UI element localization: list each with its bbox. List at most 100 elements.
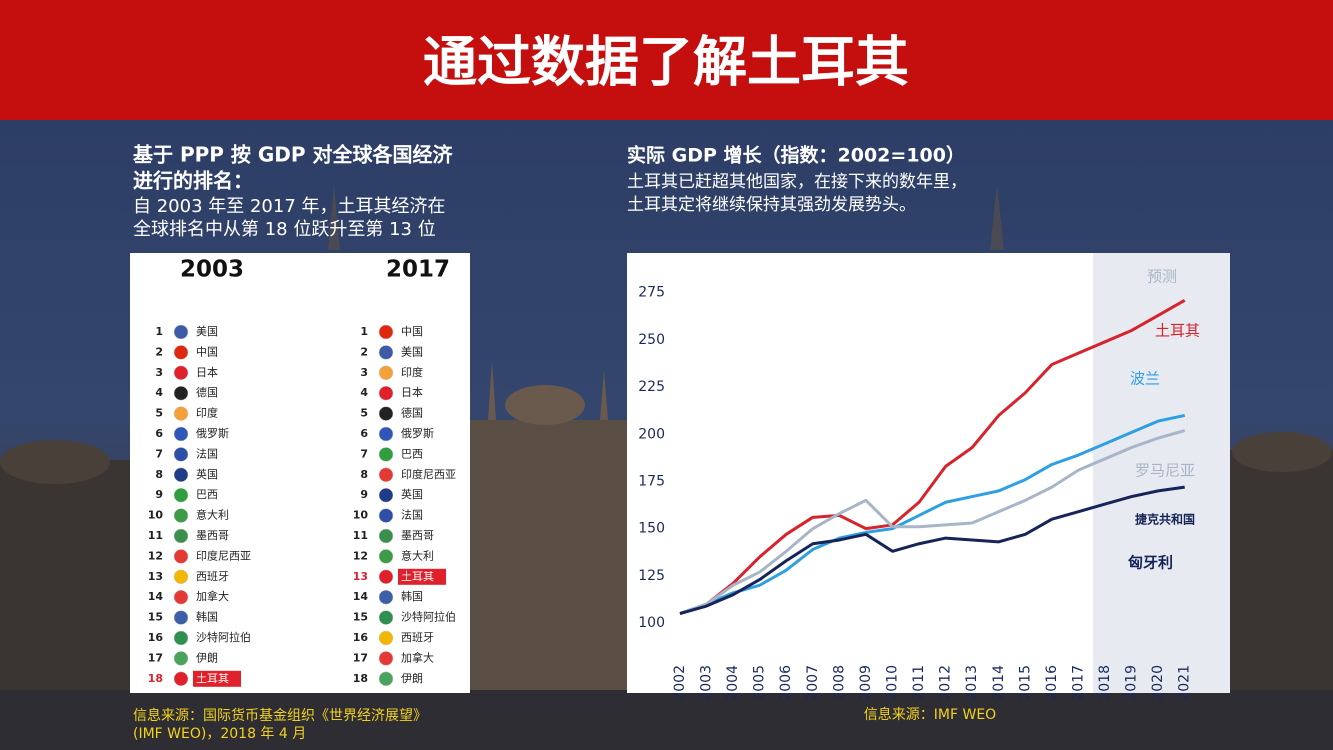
x-tick-label: 2019 [1124,665,1140,701]
country-name: 日本 [401,385,423,399]
rank-number: 6 [360,427,368,440]
y-tick-label: 200 [638,426,665,442]
country-name: 俄罗斯 [401,427,434,440]
chart-title: 实际 GDP 增长（指数：2002=100） [627,144,965,167]
rank-number: 4 [360,386,368,399]
flag [378,406,394,421]
country-name: 德国 [196,385,218,399]
x-tick-label: 2015 [1017,665,1033,701]
rank-number: 3 [360,366,368,379]
rank-number: 3 [155,366,163,379]
flag [378,528,394,544]
rank-number: 17 [148,651,163,664]
x-tick-label: 2016 [1044,665,1060,701]
series-label: 土耳其 [1155,322,1200,340]
flag [173,671,189,687]
flag [378,385,394,401]
y-tick-label: 125 [638,568,665,584]
flag [173,569,189,585]
x-tick-label: 2005 [752,665,768,701]
x-tick-label: 2010 [884,665,900,701]
series-label: 捷克共和国 [1135,512,1195,527]
country-name: 加拿大 [196,589,229,603]
country-name: 巴西 [401,447,423,460]
chart-subtitle: 土耳其定将继续保持其强劲发展势头。 [627,195,916,215]
rank-number: 2 [360,345,368,358]
x-tick-label: 2008 [831,665,847,701]
rank-number: 13 [148,570,163,583]
y-tick-label: 100 [638,615,665,631]
rank-number: 5 [360,407,368,420]
forecast-label: 预测 [1147,268,1177,286]
x-tick-label: 2007 [805,665,821,701]
country-name: 日本 [196,365,218,379]
x-tick-label: 2006 [778,665,794,701]
chart-subtitle: 土耳其已赶超其他国家，在接下来的数年里， [627,172,967,192]
year-heading: 2017 [386,257,450,283]
country-name: 沙特阿拉伯 [196,630,251,644]
country-name: 韩国 [196,610,218,624]
rank-number: 16 [353,631,369,644]
flag [173,324,189,340]
rank-number: 18 [353,672,368,685]
flag [378,487,394,503]
country-name: 土耳其 [401,570,434,583]
ranking-source: (IMF WEO)，2018 年 4 月 [133,726,306,742]
rank-number: 15 [353,611,368,624]
x-tick-label: 2003 [699,665,715,701]
forecast-region [1093,253,1230,693]
mosque-silhouette [0,185,1333,750]
ranking-table: 2003 1 美国 2 中国 3 日本 4 德国 5 印度 6 俄罗斯 7 法国 8 英国 9 巴西 10 意大利 11 墨… [148,257,456,687]
flag [378,610,394,625]
x-tick-label: 2012 [938,665,954,701]
chart: 预测 100 125 150 175 200 225 250 275 2002 2003 2004 20… [638,253,1230,701]
series-label: 波兰 [1130,370,1160,388]
flag [378,549,394,564]
page-title: 通过数据了解土耳其 [423,31,909,94]
flag [378,569,394,585]
country-name: 印度 [196,406,218,420]
x-tick-label: 2017 [1070,665,1086,701]
rank-number: 17 [353,651,368,664]
rank-number: 1 [155,325,163,338]
x-tick-label: 2020 [1150,665,1166,701]
y-tick-label: 225 [638,379,665,395]
rank-number: 16 [148,631,164,644]
country-name: 沙特阿拉伯 [401,610,456,624]
country-name: 巴西 [196,488,218,501]
y-tick-label: 250 [638,332,665,348]
country-name: 土耳其 [196,672,229,685]
rank-number: 12 [353,549,368,562]
chart-source: 信息来源：IMF WEO [864,706,996,723]
rank-number: 18 [148,672,163,685]
rank-number: 14 [353,590,369,603]
flag [378,671,394,687]
flag [173,345,189,360]
country-name: 墨西哥 [196,529,229,542]
flag [173,630,189,646]
country-name: 美国 [401,345,423,358]
rank-number: 7 [155,447,163,460]
flag [378,651,394,666]
country-name: 伊朗 [196,651,218,664]
country-name: 印度尼西亚 [196,548,251,562]
rank-number: 10 [148,509,164,522]
rank-number: 2 [155,345,163,358]
country-name: 法国 [401,508,423,522]
y-tick-label: 175 [638,473,665,489]
rank-number: 13 [353,570,368,583]
x-tick-label: 2011 [911,665,927,701]
country-name: 法国 [196,446,218,460]
ranking-description: 全球排名中从第 18 位跃升至第 13 位 [133,219,436,240]
flag [378,589,394,605]
flag [173,467,189,483]
rank-number: 6 [155,427,163,440]
flag [173,589,189,605]
country-name: 德国 [401,406,423,420]
x-tick-label: 2014 [991,665,1007,701]
country-name: 伊朗 [401,672,423,685]
flag [378,447,394,462]
rank-number: 9 [360,488,368,501]
